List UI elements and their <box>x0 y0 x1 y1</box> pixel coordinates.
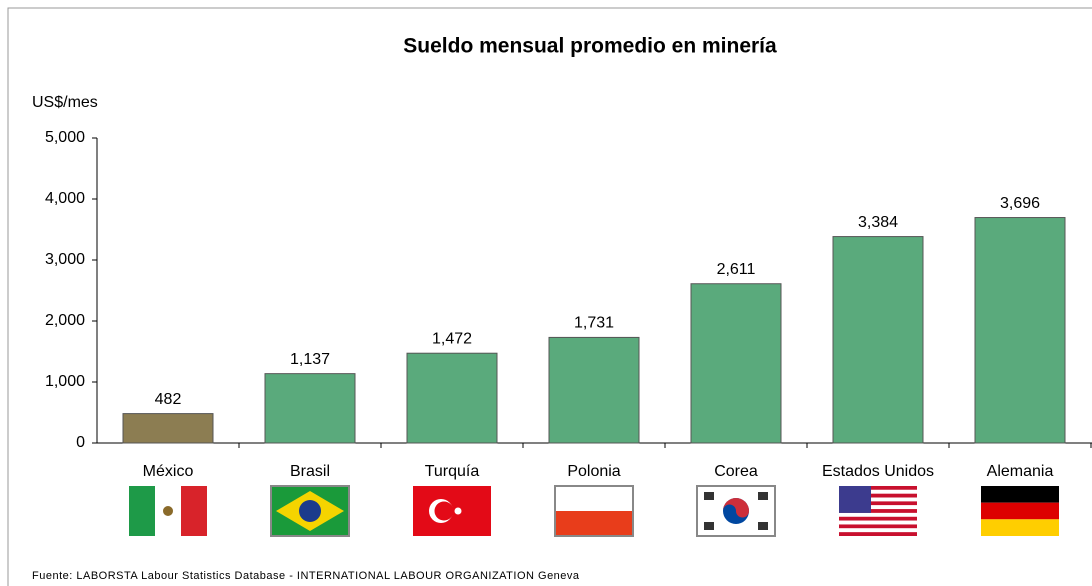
flag-part <box>555 511 633 536</box>
flag-part <box>163 506 173 516</box>
flag-part <box>181 486 207 536</box>
flag-border <box>696 485 776 537</box>
value-label: 2,611 <box>717 261 756 278</box>
flag-part <box>839 486 871 513</box>
flag-part <box>454 507 462 515</box>
flag-part <box>839 524 917 529</box>
flag-part <box>839 505 917 510</box>
bar <box>548 336 640 444</box>
flag-part <box>299 500 321 522</box>
flags <box>129 485 1059 537</box>
flag-part <box>758 492 768 500</box>
flag-part <box>758 522 768 530</box>
x-tick-label: Brasil <box>290 463 330 480</box>
flag-part <box>704 492 714 500</box>
flag-part <box>839 532 917 536</box>
y-tick-label: 2,000 <box>45 312 85 329</box>
flag-part <box>839 486 917 490</box>
flag-part <box>839 493 917 498</box>
x-tick-label: Turquía <box>425 463 480 480</box>
value-label: 482 <box>155 391 182 408</box>
value-label: 1,137 <box>290 351 330 368</box>
value-label: 3,696 <box>1000 195 1040 212</box>
bar <box>264 373 356 444</box>
bar <box>690 283 782 444</box>
flag-part <box>839 501 917 506</box>
bar <box>832 236 924 444</box>
flag-part <box>981 502 1059 520</box>
flag-part <box>839 520 917 525</box>
flag-part <box>839 512 917 517</box>
y-axis-label: US$/mes <box>32 94 98 111</box>
flag-part <box>981 519 1059 536</box>
bar <box>974 217 1066 444</box>
value-label: 1,731 <box>574 315 614 332</box>
flag-part <box>981 486 1059 503</box>
x-tick-label: Polonia <box>567 463 620 480</box>
flag-part <box>555 486 633 511</box>
x-tick-label: México <box>143 463 194 480</box>
flag-part <box>434 501 454 521</box>
value-label: 1,472 <box>432 330 472 347</box>
flag-part <box>839 489 917 494</box>
y-tick-label: 1,000 <box>45 373 85 390</box>
chart-title: Sueldo mensual promedio en minería <box>403 35 777 58</box>
value-label: 3,384 <box>858 214 898 231</box>
flag-part <box>704 522 714 530</box>
source-note: Fuente: LABORSTA Labour Statistics Datab… <box>32 570 580 582</box>
y-tick-label: 3,000 <box>45 251 85 268</box>
x-tick-label: Estados Unidos <box>822 463 934 480</box>
flag-part <box>129 486 155 536</box>
y-tick-label: 4,000 <box>45 190 85 207</box>
x-tick-label: Alemania <box>987 463 1054 480</box>
flag-border <box>270 485 350 537</box>
flag-part <box>723 498 749 518</box>
y-tick-label: 5,000 <box>45 129 85 146</box>
bar <box>122 413 214 444</box>
bar <box>406 352 498 444</box>
x-tick-label: Corea <box>714 463 758 480</box>
flag-part <box>839 528 917 533</box>
flag-part <box>839 497 917 502</box>
y-tick-label: 0 <box>76 434 85 451</box>
flag-part <box>839 509 917 513</box>
flag-border <box>554 485 634 537</box>
flag-part <box>839 516 917 521</box>
